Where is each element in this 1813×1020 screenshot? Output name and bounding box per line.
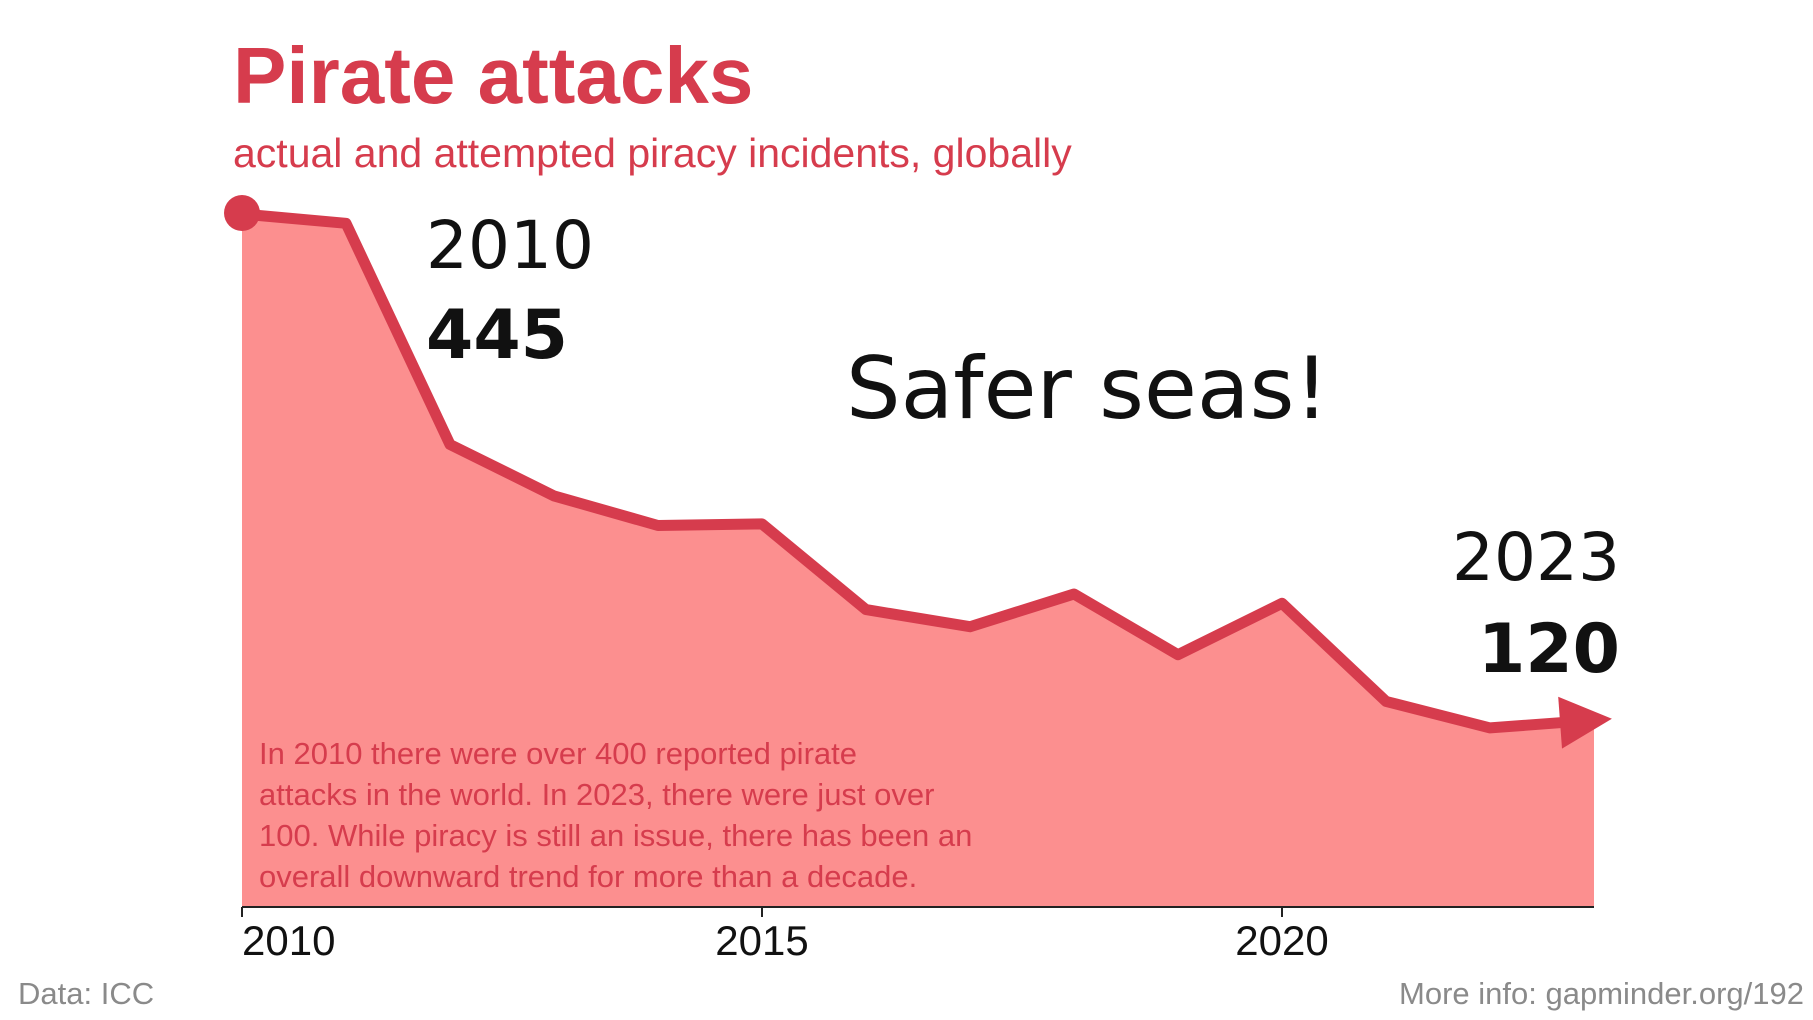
start-value-label: 445 [426, 296, 568, 375]
note-line: In 2010 there were over 400 reported pir… [259, 736, 857, 771]
trend-arrowhead [1558, 696, 1612, 749]
x-axis-ticks: 2010 2015 2020 [241, 907, 1329, 964]
plot-area [224, 195, 1612, 908]
end-value-label: 120 [1478, 610, 1620, 689]
series-line [236, 208, 1566, 734]
note-line: overall downward trend for more than a d… [259, 859, 917, 894]
chart-title: Pirate attacks [233, 31, 753, 120]
headline-annotation: Safer seas! [846, 339, 1329, 439]
end-year-label: 2023 [1452, 519, 1620, 596]
x-tick-label: 2010 [242, 917, 335, 964]
note-line: attacks in the world. In 2023, there wer… [259, 777, 934, 812]
note-line: 100. While piracy is still an issue, the… [259, 818, 972, 853]
series-area [242, 214, 1594, 907]
start-point-marker [224, 195, 260, 231]
chart-subtitle: actual and attempted piracy incidents, g… [233, 130, 1072, 176]
data-source: Data: ICC [18, 976, 154, 1011]
start-year-label: 2010 [426, 207, 594, 284]
note-annotation: In 2010 there were over 400 reported pir… [259, 736, 972, 894]
more-info-link[interactable]: More info: gapminder.org/192 [1399, 976, 1804, 1011]
x-tick-label: 2020 [1235, 917, 1328, 964]
x-tick-label: 2015 [715, 917, 808, 964]
